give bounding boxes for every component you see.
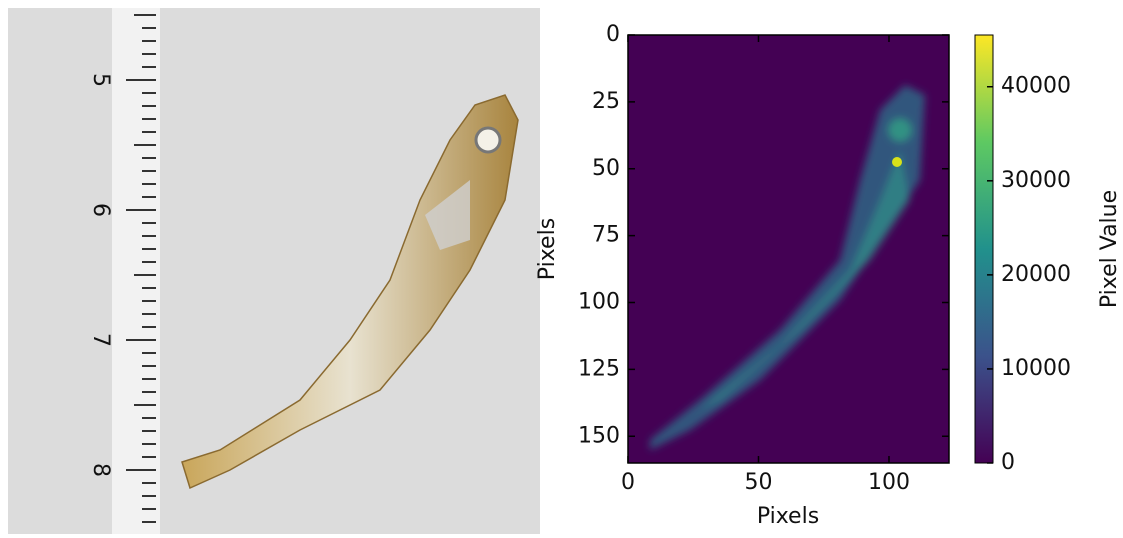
y-axis-label: Pixels [535, 218, 560, 280]
heatmap-panel: Pixels Pixels Pixel Value [535, 34, 1122, 529]
ruler-label: 8 [88, 463, 113, 477]
colorbar [974, 34, 994, 464]
colorbar-tick-label: 20000 [1001, 262, 1071, 287]
colorbar-tick-label: 10000 [1001, 356, 1071, 381]
ruler-label: 5 [88, 73, 113, 87]
fish-gill [425, 180, 470, 250]
y-tick-label: 100 [578, 290, 620, 315]
x-tick-label: 50 [744, 470, 772, 495]
y-tick-label: 0 [606, 22, 620, 47]
ruler [112, 8, 160, 534]
ruler-ticks [126, 14, 156, 523]
axes-frame [627, 34, 950, 464]
y-tick-label: 75 [592, 223, 620, 248]
fish-eye [474, 126, 502, 154]
y-tick-label: 50 [592, 156, 620, 181]
y-tick-label: 150 [578, 423, 620, 448]
colorbar-tick-label: 40000 [1001, 74, 1071, 99]
ruler-label: 6 [88, 203, 113, 217]
y-tick-label: 25 [592, 89, 620, 114]
colorbar-tick-label: 0 [1001, 450, 1015, 475]
fish [181, 94, 519, 490]
hot-spot [892, 157, 902, 167]
y-tick-label: 125 [578, 356, 620, 381]
ruler-label: 7 [88, 333, 113, 347]
heatmap-image [650, 85, 925, 450]
x-tick-label: 0 [621, 470, 635, 495]
photo: 5 6 7 8 [8, 8, 540, 534]
colorbar-tick-label: 30000 [1001, 168, 1071, 193]
x-axis-label: Pixels [757, 504, 819, 529]
colorbar-label: Pixel Value [1097, 190, 1122, 308]
x-tick-label: 100 [868, 470, 910, 495]
